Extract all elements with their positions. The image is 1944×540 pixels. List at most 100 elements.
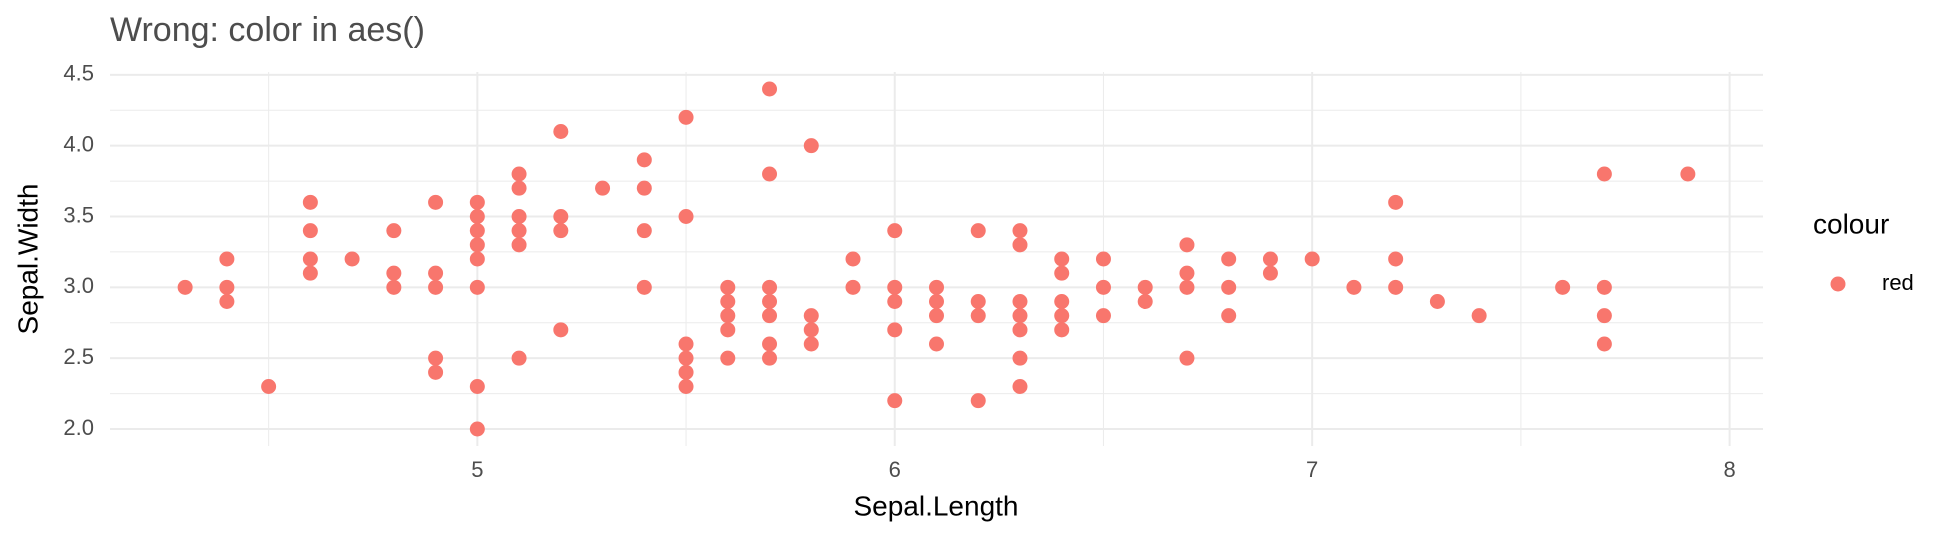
point	[636, 279, 652, 295]
point	[1179, 265, 1195, 281]
point	[636, 223, 652, 239]
y-tick-label: 2.0	[63, 415, 94, 440]
chart-title: Wrong: color in aes()	[110, 11, 425, 49]
point	[302, 251, 318, 267]
point	[929, 294, 944, 309]
point	[1095, 279, 1111, 295]
point	[1429, 294, 1445, 309]
point	[970, 223, 986, 239]
point	[720, 294, 736, 309]
point	[1095, 308, 1111, 324]
point	[1304, 251, 1320, 267]
point	[553, 322, 569, 338]
point	[762, 166, 778, 182]
legend-label: red	[1882, 270, 1914, 295]
point	[469, 223, 485, 239]
point	[553, 124, 569, 139]
point	[1221, 251, 1237, 267]
point	[1054, 265, 1070, 281]
point	[720, 308, 736, 324]
point	[1012, 294, 1028, 309]
point	[720, 322, 736, 338]
point	[1012, 308, 1028, 324]
point	[177, 279, 193, 295]
x-axis-title: Sepal.Length	[853, 490, 1018, 521]
point	[511, 237, 527, 253]
point	[386, 223, 402, 239]
point	[428, 350, 444, 366]
point	[1012, 350, 1028, 366]
point	[636, 152, 652, 168]
point	[1012, 322, 1028, 338]
point	[762, 81, 778, 97]
point	[762, 279, 778, 295]
point	[511, 209, 527, 224]
y-tick-label: 4.5	[63, 61, 94, 86]
point	[803, 138, 819, 154]
point	[469, 237, 485, 253]
point	[929, 336, 944, 352]
point	[344, 251, 360, 267]
point	[1596, 279, 1612, 295]
point	[1137, 279, 1153, 295]
point	[469, 194, 485, 210]
point	[1388, 251, 1404, 267]
point	[553, 223, 569, 239]
point	[1137, 294, 1153, 309]
x-tick-label: 8	[1723, 457, 1735, 482]
point	[595, 180, 611, 196]
point	[261, 379, 277, 394]
point	[678, 209, 694, 224]
point	[302, 194, 318, 210]
y-axis-title: Sepal.Width	[12, 184, 43, 335]
point	[929, 279, 944, 295]
point	[929, 308, 944, 324]
point	[678, 336, 694, 352]
x-tick-label: 5	[471, 457, 483, 482]
legend-marker	[1830, 276, 1846, 292]
legend-title: colour	[1813, 208, 1889, 239]
point	[762, 308, 778, 324]
point	[219, 294, 235, 309]
point	[553, 209, 569, 224]
point	[678, 364, 694, 380]
point	[887, 393, 903, 409]
point	[428, 364, 444, 380]
point	[762, 336, 778, 352]
point	[511, 350, 527, 366]
point	[887, 322, 903, 338]
point	[428, 265, 444, 281]
point	[803, 336, 819, 352]
point	[970, 294, 986, 309]
point	[302, 223, 318, 239]
point	[428, 194, 444, 210]
point	[678, 379, 694, 394]
point	[678, 350, 694, 366]
point	[469, 379, 485, 394]
point	[469, 251, 485, 267]
point	[720, 350, 736, 366]
point	[1179, 350, 1195, 366]
point	[678, 109, 694, 125]
point	[1596, 166, 1612, 182]
point	[887, 294, 903, 309]
point	[1012, 379, 1028, 394]
point	[1054, 251, 1070, 267]
y-tick-label: 3.5	[63, 202, 94, 227]
point	[803, 322, 819, 338]
point	[1179, 279, 1195, 295]
point	[1012, 237, 1028, 253]
point	[1262, 265, 1278, 281]
point	[511, 166, 527, 182]
point	[386, 265, 402, 281]
y-tick-label: 3.0	[63, 273, 94, 298]
point	[1262, 251, 1278, 267]
point	[803, 308, 819, 324]
x-tick-label: 6	[889, 457, 901, 482]
point	[970, 308, 986, 324]
point	[887, 223, 903, 239]
point	[1555, 279, 1571, 295]
point	[469, 279, 485, 295]
point	[386, 279, 402, 295]
